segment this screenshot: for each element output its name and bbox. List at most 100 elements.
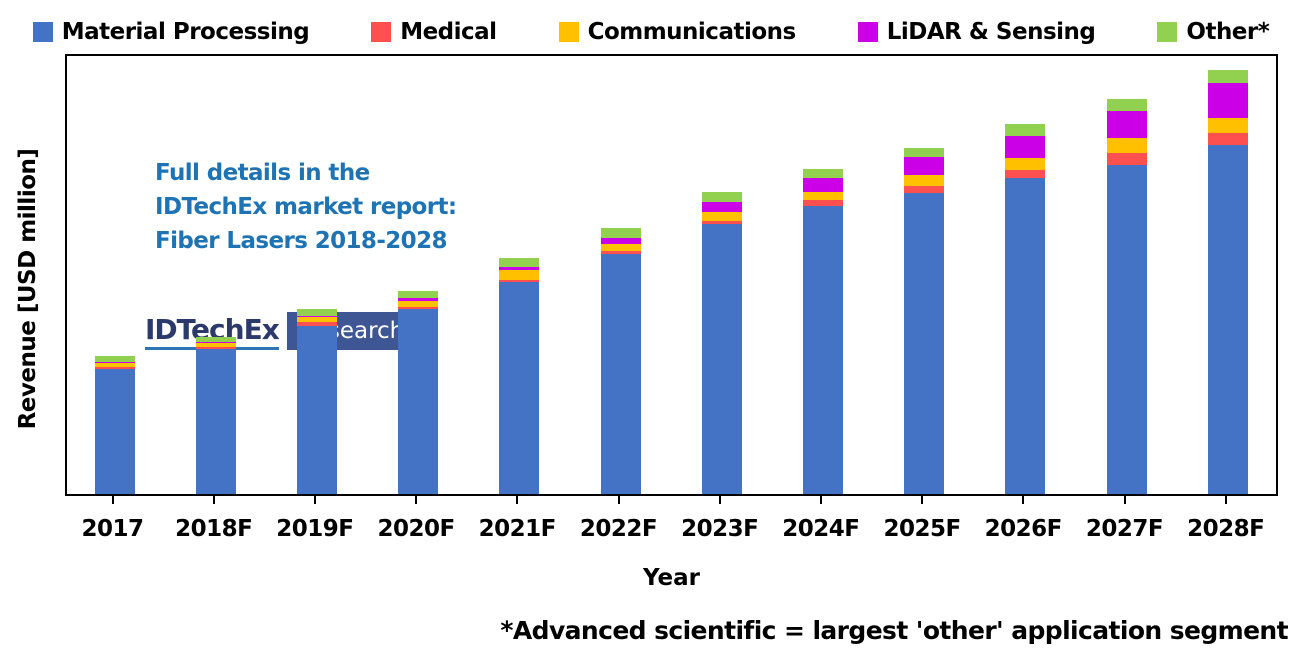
stacked-bar-2020F bbox=[398, 291, 439, 494]
x-axis-tick bbox=[516, 496, 519, 504]
bar-segment bbox=[398, 306, 439, 309]
x-axis-tick bbox=[415, 496, 418, 504]
plot-area: Full details in the IDTechEx market repo… bbox=[65, 54, 1278, 496]
bar-segment bbox=[296, 316, 337, 317]
bar-segment bbox=[195, 342, 236, 347]
bar-segment bbox=[1106, 98, 1147, 111]
bar-segment bbox=[600, 251, 641, 254]
bar-segment bbox=[904, 147, 945, 157]
bar-segment bbox=[1106, 110, 1147, 138]
bar-segment bbox=[1207, 145, 1248, 494]
legend-swatch-icon bbox=[1157, 22, 1178, 42]
stacked-bar-2024F bbox=[802, 169, 843, 494]
bar-segment bbox=[802, 191, 843, 200]
legend-swatch-icon bbox=[371, 22, 392, 42]
legend-item-1: Material Processing bbox=[32, 19, 310, 45]
x-category-label: 2024F bbox=[782, 516, 860, 542]
bar-segment bbox=[398, 309, 439, 494]
legend-swatch-icon bbox=[32, 22, 53, 42]
x-axis-title: Year bbox=[642, 565, 700, 591]
bar-segment bbox=[398, 291, 439, 298]
x-axis-labels: 2017 2018F 2019F 2020F 2021F 2022F 2023F 2024F 2… bbox=[65, 516, 1278, 550]
legend-swatch-icon bbox=[857, 22, 878, 42]
bar-segment bbox=[195, 346, 236, 349]
stacked-bar-2018F bbox=[195, 336, 236, 494]
bar-segment bbox=[296, 322, 337, 326]
legend-label: LiDAR & Sensing bbox=[886, 19, 1096, 45]
bar-segment bbox=[1005, 178, 1046, 494]
bar-segment bbox=[499, 279, 540, 282]
x-axis-tick bbox=[111, 496, 114, 504]
bar-segment bbox=[94, 362, 135, 367]
bar-segment bbox=[600, 243, 641, 251]
x-axis-tick bbox=[212, 496, 215, 504]
x-axis-tick bbox=[718, 496, 721, 504]
stacked-bar-2022F bbox=[600, 227, 641, 494]
x-category-label: 2017 bbox=[81, 516, 144, 542]
bar-segment bbox=[802, 169, 843, 178]
bar-segment bbox=[802, 178, 843, 192]
stacked-bar-2028F bbox=[1207, 70, 1248, 494]
x-axis-tick bbox=[1123, 496, 1126, 504]
bar-segment bbox=[1207, 132, 1248, 145]
bar-segment bbox=[296, 326, 337, 494]
x-category-label: 2028F bbox=[1187, 516, 1265, 542]
bar-segment bbox=[94, 369, 135, 494]
bar-segment bbox=[701, 201, 742, 212]
bar-segment bbox=[701, 220, 742, 224]
legend-item-4: LiDAR & Sensing bbox=[857, 19, 1096, 45]
legend-item-5: Other* bbox=[1157, 19, 1270, 45]
bar-segment bbox=[94, 356, 135, 362]
x-axis-tick bbox=[819, 496, 822, 504]
x-category-label: 2023F bbox=[681, 516, 759, 542]
x-axis-ticks bbox=[65, 496, 1278, 506]
bar-segment bbox=[398, 298, 439, 301]
bar-segment bbox=[1207, 117, 1248, 133]
bar-segment bbox=[94, 367, 135, 369]
footnote: *Advanced scientific = largest 'other' a… bbox=[500, 616, 1288, 645]
legend-label: Communications bbox=[587, 19, 797, 45]
bar-segment bbox=[499, 258, 540, 267]
bar-segment bbox=[499, 266, 540, 270]
bar-segment bbox=[195, 341, 236, 343]
x-category-label: 2022F bbox=[579, 516, 658, 542]
bar-segment bbox=[499, 282, 540, 494]
bar-segment bbox=[701, 192, 742, 202]
bar-segment bbox=[904, 186, 945, 193]
x-axis-tick bbox=[921, 496, 924, 504]
stacked-bar-2021F bbox=[499, 258, 540, 494]
bar-segment bbox=[398, 300, 439, 307]
bar-segment bbox=[1005, 169, 1046, 178]
bar-segment bbox=[904, 174, 945, 186]
bar-segment bbox=[904, 157, 945, 175]
legend-swatch-icon bbox=[558, 22, 579, 42]
x-axis-tick bbox=[617, 496, 620, 504]
annotation-line: IDTechEx market report: bbox=[155, 194, 457, 220]
bar-segment bbox=[499, 270, 540, 280]
bar-segment bbox=[600, 237, 641, 244]
bar-segment bbox=[1106, 153, 1147, 165]
bar-segment bbox=[600, 254, 641, 494]
x-category-label: 2026F bbox=[984, 516, 1063, 542]
x-axis-tick bbox=[313, 496, 316, 504]
legend-item-3: Communications bbox=[558, 19, 797, 45]
x-category-label: 2025F bbox=[883, 516, 961, 542]
bar-segment bbox=[802, 200, 843, 206]
stacked-bar-2026F bbox=[1005, 124, 1046, 494]
bar-segment bbox=[296, 309, 337, 316]
bar-segment bbox=[195, 349, 236, 494]
legend-label: Material Processing bbox=[61, 19, 310, 45]
stacked-bar-2019F bbox=[296, 309, 337, 494]
annotation-line: Full details in the bbox=[155, 160, 370, 186]
bar-segment bbox=[1207, 82, 1248, 118]
legend-label: Other* bbox=[1186, 19, 1270, 45]
idtechex-logo: IDTechEx Research bbox=[145, 312, 417, 350]
x-category-label: 2020F bbox=[377, 516, 455, 542]
report-annotation: Full details in the IDTechEx market repo… bbox=[155, 156, 457, 258]
bar-segment bbox=[296, 317, 337, 322]
stacked-bar-2017 bbox=[94, 356, 135, 494]
bar-segment bbox=[1207, 70, 1248, 83]
x-axis-tick bbox=[1224, 496, 1227, 504]
stacked-bar-2027F bbox=[1106, 98, 1147, 494]
bar-segment bbox=[1106, 165, 1147, 494]
